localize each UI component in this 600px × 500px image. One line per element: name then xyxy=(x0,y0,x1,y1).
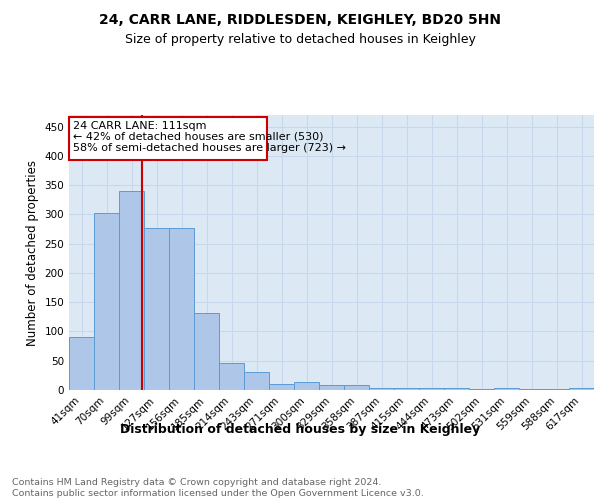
Text: 24, CARR LANE, RIDDLESDEN, KEIGHLEY, BD20 5HN: 24, CARR LANE, RIDDLESDEN, KEIGHLEY, BD2… xyxy=(99,12,501,26)
Bar xyxy=(319,386,344,390)
Bar xyxy=(119,191,144,390)
Bar xyxy=(444,388,469,390)
Text: Size of property relative to detached houses in Keighley: Size of property relative to detached ho… xyxy=(125,32,475,46)
Bar xyxy=(194,313,219,390)
Bar xyxy=(294,382,319,390)
Bar xyxy=(394,388,419,390)
Text: 58% of semi-detached houses are larger (723) →: 58% of semi-detached houses are larger (… xyxy=(73,144,346,154)
Bar xyxy=(419,388,444,390)
Bar xyxy=(569,388,594,390)
Bar xyxy=(219,363,244,390)
Text: 24 CARR LANE: 111sqm: 24 CARR LANE: 111sqm xyxy=(73,121,206,131)
Text: Contains HM Land Registry data © Crown copyright and database right 2024.
Contai: Contains HM Land Registry data © Crown c… xyxy=(12,478,424,498)
Bar xyxy=(494,388,519,390)
Bar xyxy=(269,384,294,390)
FancyBboxPatch shape xyxy=(69,118,266,160)
Bar xyxy=(69,338,94,390)
Text: Distribution of detached houses by size in Keighley: Distribution of detached houses by size … xyxy=(120,422,480,436)
Bar xyxy=(244,372,269,390)
Bar xyxy=(94,212,119,390)
Bar xyxy=(144,228,169,390)
Bar xyxy=(369,388,394,390)
Bar xyxy=(344,384,369,390)
Y-axis label: Number of detached properties: Number of detached properties xyxy=(26,160,39,346)
Bar xyxy=(169,228,194,390)
Text: ← 42% of detached houses are smaller (530): ← 42% of detached houses are smaller (53… xyxy=(73,131,323,141)
